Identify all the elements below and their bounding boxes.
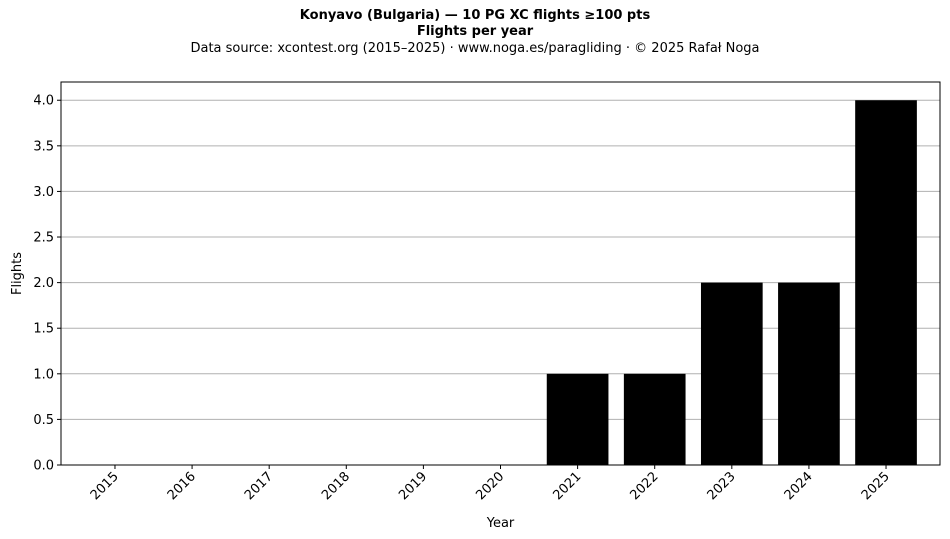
x-tick-label: 2018 — [319, 469, 353, 503]
x-tick-label: 2025 — [859, 469, 893, 503]
x-tick-label: 2015 — [88, 469, 122, 503]
y-tick-label: 0.5 — [33, 413, 54, 428]
x-axis-label: Year — [486, 516, 515, 531]
x-axis: 2015 2016 2017 2018 2019 2020 2021 2022 2023 2024… — [88, 465, 893, 503]
data-source-note: Data source: xcontest.org (2015–2025) · … — [190, 41, 760, 56]
x-tick-label: 2017 — [242, 469, 276, 503]
chart-subtitle: Flights per year — [416, 24, 534, 39]
bar-2024 — [778, 282, 840, 465]
x-tick-label: 2020 — [473, 469, 507, 503]
y-tick-label: 3.0 — [33, 185, 54, 200]
bar-2023 — [700, 282, 763, 465]
bars — [546, 100, 917, 465]
x-tick-label: 2019 — [396, 469, 430, 503]
x-tick-label: 2022 — [628, 469, 662, 503]
y-tick-label: 2.5 — [33, 231, 54, 246]
y-axis-label: Flights — [10, 252, 25, 295]
y-axis: 0.0 0.5 1.0 1.5 2.0 2.5 3.0 3.5 4.0 — [33, 94, 61, 474]
y-tick-label: 2.0 — [33, 276, 54, 291]
x-tick-label: 2023 — [705, 469, 739, 503]
chart-title-block: Konyavo (Bulgaria) — 10 PG XC flights ≥1… — [0, 8, 950, 58]
bar-2025 — [855, 100, 917, 465]
chart-title: Konyavo (Bulgaria) — 10 PG XC flights ≥1… — [299, 8, 651, 23]
y-tick-label: 4.0 — [33, 94, 54, 109]
y-tick-label: 1.0 — [33, 367, 54, 382]
y-tick-label: 1.5 — [33, 322, 54, 337]
x-tick-label: 2021 — [550, 469, 584, 503]
y-tick-label: 3.5 — [33, 139, 54, 154]
bar-2021 — [546, 373, 609, 465]
x-tick-label: 2024 — [782, 469, 816, 503]
y-tick-label: 0.0 — [33, 459, 54, 474]
bar-2022 — [623, 373, 686, 465]
x-tick-label: 2016 — [165, 469, 199, 503]
